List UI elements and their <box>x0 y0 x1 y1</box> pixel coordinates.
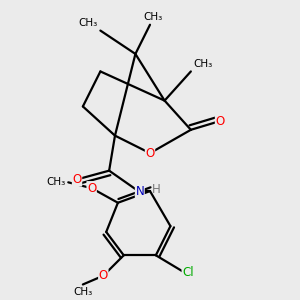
Text: CH₃: CH₃ <box>194 58 213 68</box>
Text: CH₃: CH₃ <box>73 287 92 297</box>
Text: CH₃: CH₃ <box>143 12 163 22</box>
Text: CH₃: CH₃ <box>46 177 65 187</box>
Text: H: H <box>152 183 160 196</box>
Text: O: O <box>87 182 96 195</box>
Text: N: N <box>135 184 144 198</box>
Text: O: O <box>99 269 108 282</box>
Text: Cl: Cl <box>182 266 194 279</box>
Text: O: O <box>215 115 225 128</box>
Text: O: O <box>72 173 82 186</box>
Text: O: O <box>146 147 154 160</box>
Text: CH₃: CH₃ <box>78 18 98 28</box>
